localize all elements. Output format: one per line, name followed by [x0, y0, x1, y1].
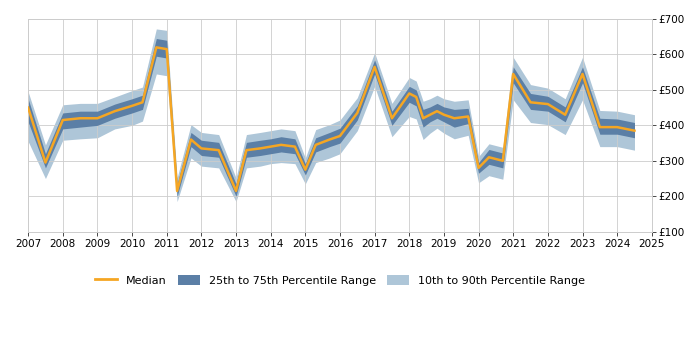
- Legend: Median, 25th to 75th Percentile Range, 10th to 90th Percentile Range: Median, 25th to 75th Percentile Range, 1…: [90, 270, 589, 290]
